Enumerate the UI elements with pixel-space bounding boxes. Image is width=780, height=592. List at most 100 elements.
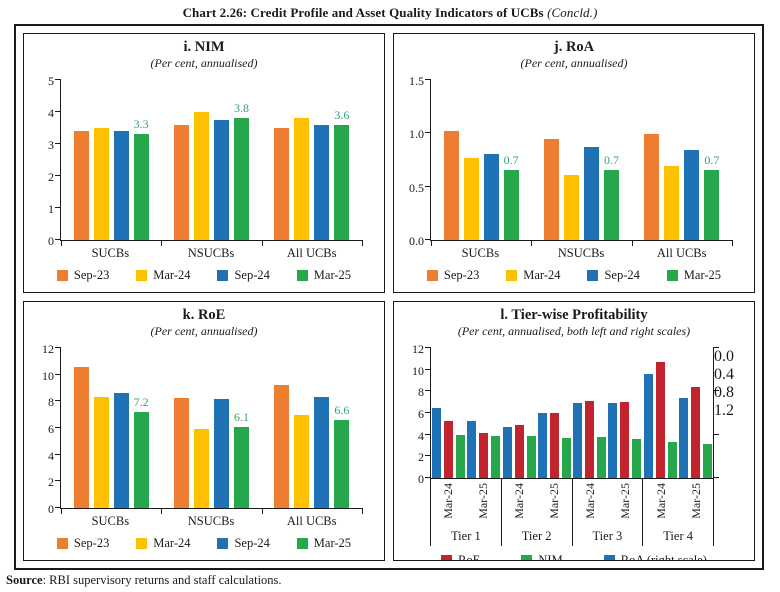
x-boundary-tick: [362, 240, 363, 246]
panel-roa: j. RoA (Per cent, annualised) 0.0 0.5 1.0 1…: [393, 33, 755, 293]
bar-sep-23: [644, 134, 660, 240]
y-tick-label: 2: [418, 450, 424, 465]
bar-group: [643, 348, 678, 478]
panel-tierwise-subtitle: (Per cent, annualised, both left and rig…: [457, 324, 691, 338]
bar-group: [537, 348, 572, 478]
month-label: Mar-25: [476, 483, 491, 519]
legend-swatch-mar-24: [506, 270, 518, 281]
bar-mar-25: [233, 118, 249, 240]
bar-mar-24: [294, 118, 310, 240]
bar-roe: [549, 413, 559, 478]
y-tick-label: 0: [48, 502, 54, 516]
panel-roa-chart: 0.0 0.5 1.0 1.5 0.7 0.7 0.7 SUCBs NSUCBs All UCBs…: [400, 71, 748, 283]
y-tick-mark: [55, 111, 61, 112]
bar-roa-right-scale: [608, 403, 618, 478]
y2-tick-label: 1.2: [714, 402, 734, 419]
month-label: Mar-24: [441, 483, 456, 519]
legend-swatch-roa-right-scale: [603, 555, 615, 560]
bar-sep-24: [213, 399, 229, 508]
bar-roe: [444, 420, 454, 478]
bar-mar-24: [463, 157, 479, 240]
x-boundary-tick: [431, 240, 432, 246]
x-label-all-ucbs: All UCBs: [286, 246, 337, 260]
legend-label: RoA (right scale): [620, 553, 707, 561]
legend-item-roe: RoE: [441, 553, 480, 560]
data-label: 6.1: [233, 409, 249, 424]
legend: Sep-23 Mar-24 Sep-24 Mar-25: [30, 536, 378, 551]
bar-sep-23: [173, 124, 189, 240]
legend-item-sep-23: Sep-23: [426, 268, 479, 283]
bar-nim: [702, 444, 712, 478]
y-tick-label: 0.5: [409, 180, 424, 195]
bar-group: 6.6: [262, 348, 362, 508]
tier-label: Tier 4: [663, 529, 693, 543]
y-tick-label: 4: [48, 106, 54, 120]
y-tick-label: 8: [418, 385, 424, 400]
bar-group: [607, 348, 642, 478]
legend-item-sep-24: Sep-24: [217, 268, 270, 283]
bar-sep-24: [684, 150, 700, 240]
y-axis-labels: 0 1 2 3 4 5: [30, 74, 60, 248]
y-tick-mark: [425, 368, 431, 370]
y-tick-mark: [55, 175, 61, 176]
bar-nim: [526, 435, 536, 478]
legend-item-nim: NIM: [521, 553, 563, 560]
x-axis-labels: SUCBs NSUCBs All UCBs: [60, 509, 362, 529]
chart-main-title-suffix: (Concld.): [547, 5, 598, 20]
bar-sep-24: [314, 124, 330, 240]
bar-sep-23: [274, 384, 290, 508]
legend-item-sep-23: Sep-23: [56, 536, 110, 551]
data-label: 3.6: [334, 107, 350, 122]
y-tick-label: 2: [48, 475, 54, 490]
bar-mar-25: [334, 420, 350, 508]
legend-item-sep-24: Sep-24: [587, 268, 640, 283]
bar-group: 0.7: [531, 80, 631, 240]
bar-nim: [491, 436, 501, 478]
y-tick-label: 4: [48, 448, 54, 463]
y-tick-mark: [55, 507, 61, 508]
y-tick-label: 8: [48, 395, 54, 410]
legend-swatch-sep-24: [217, 270, 229, 281]
chart-main-title-text: Chart 2.26: Credit Profile and Asset Qua…: [182, 5, 548, 20]
bar-roe: [514, 424, 524, 478]
bar-nim: [667, 442, 677, 478]
y-tick-mark: [55, 347, 61, 348]
plot-area: 7.2 6.1 6.6: [55, 347, 363, 514]
month-labels: Mar-24 Mar-25: [431, 479, 501, 529]
bar-mar-25: [603, 169, 619, 240]
legend-item-sep-24: Sep-24: [217, 536, 270, 551]
legend-item-mar-25: Mar-25: [296, 536, 351, 551]
tier-cell-tier-1: Mar-24 Mar-25 Tier 1: [430, 479, 501, 546]
bar-sep-23: [274, 128, 290, 240]
y-tick-label: 1.5: [409, 74, 424, 88]
bar-group: 7.2: [61, 348, 161, 508]
legend-swatch-mar-24: [136, 270, 148, 281]
plot-area: 0.7 0.7 0.7: [425, 79, 733, 246]
y-tick-label: 5: [48, 74, 54, 88]
bar-roa-right-scale: [432, 407, 442, 478]
bar-mar-25: [704, 169, 720, 240]
y-tick-mark: [55, 400, 61, 402]
legend-label: Sep-23: [73, 536, 110, 550]
panel-tierwise-title: l. Tier-wise Profitability: [500, 307, 648, 323]
bar-sep-24: [314, 396, 330, 508]
bar-nim: [597, 437, 607, 478]
legend: Sep-23 Mar-24 Sep-24 Mar-25: [400, 268, 748, 283]
legend-item-mar-24: Mar-24: [506, 268, 561, 283]
plot-wrap: 0 1 2 3 4 5 3.3 3.8 3.6: [30, 71, 378, 248]
bar-roa-right-scale: [643, 374, 653, 478]
bar-group: [678, 348, 713, 478]
bar-sep-23: [543, 138, 559, 240]
y-tick-mark: [55, 373, 61, 375]
panel-nim-subtitle: (Per cent, annualised): [150, 56, 258, 70]
month-label: Mar-25: [547, 483, 562, 519]
tier-label: Tier 1: [450, 529, 481, 543]
month-label: Mar-24: [653, 483, 668, 519]
bar-roa-right-scale: [502, 427, 512, 478]
legend-label: Sep-24: [234, 536, 270, 550]
y-axis-labels: 0.0 0.5 1.0 1.5: [400, 74, 430, 248]
y2-tick-label: 0.8: [714, 384, 734, 401]
plot-wrap: 0 2 4 6 8 10 12 7.2 6.1 6.6: [30, 339, 378, 516]
month-label: Mar-24: [582, 483, 597, 519]
y-tick-mark: [425, 79, 431, 80]
